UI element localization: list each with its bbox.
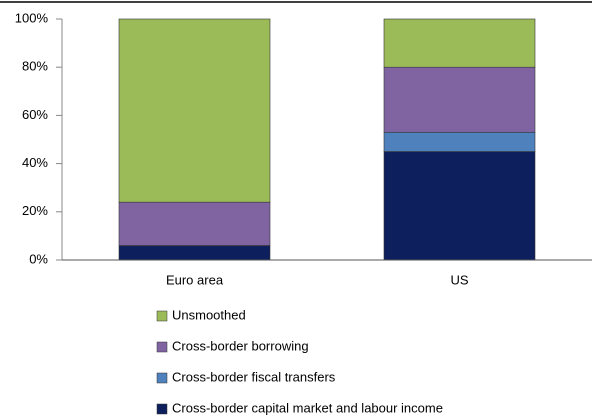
bar-segment: [118, 201, 271, 246]
legend-label: Cross-border fiscal transfers: [172, 369, 336, 384]
legend-swatch: [156, 341, 168, 353]
legend-swatch: [156, 403, 168, 415]
legend-label: Unsmoothed: [172, 307, 246, 322]
bar-segment: [383, 151, 536, 261]
bar-segment: [383, 131, 536, 152]
y-tick-label: 60%: [22, 107, 48, 122]
legend-swatch: [156, 372, 168, 384]
y-tick-label: 20%: [22, 203, 48, 218]
y-tick-label: 40%: [22, 155, 48, 170]
bar-segment: [118, 18, 271, 203]
bar-segment: [383, 18, 536, 68]
x-tick-label: US: [450, 272, 468, 287]
y-tick-label: 80%: [22, 59, 48, 74]
bar-segment: [118, 245, 271, 261]
bar-segment: [383, 66, 536, 133]
legend-swatch: [156, 310, 168, 322]
legend-label: Cross-border capital market and labour i…: [172, 400, 443, 415]
x-tick-label: Euro area: [166, 272, 224, 287]
legend-label: Cross-border borrowing: [172, 338, 309, 353]
y-tick-label: 0%: [29, 251, 48, 266]
y-tick-label: 100%: [15, 10, 49, 25]
